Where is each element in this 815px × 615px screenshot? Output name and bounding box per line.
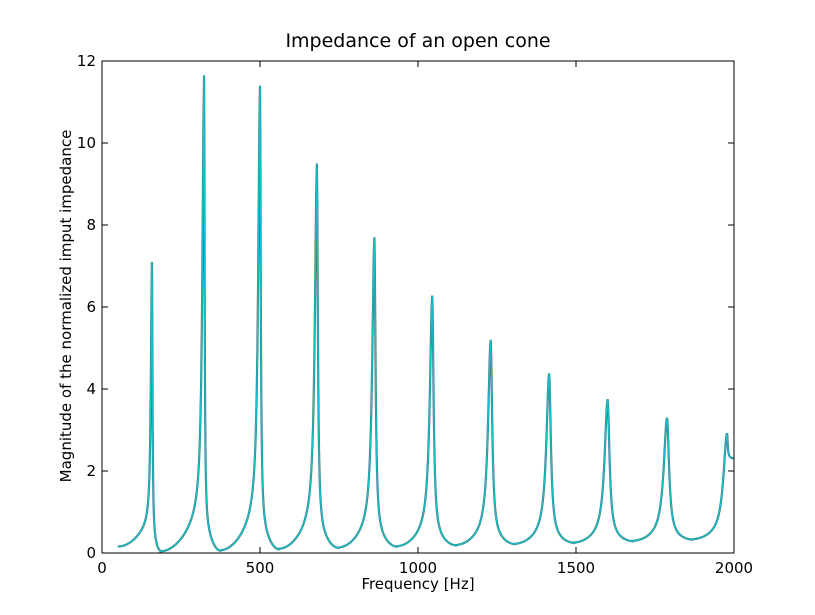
x-tick-label: 500: [246, 559, 275, 577]
x-axis-label: Frequency [Hz]: [361, 575, 474, 593]
x-tick-label: 0: [97, 559, 107, 577]
y-tick-label: 8: [86, 216, 96, 234]
y-axis-ticks: 0 2 4 6 8 10 12: [77, 52, 734, 562]
x-tick-label: 1500: [557, 559, 595, 577]
y-tick-label: 10: [77, 134, 96, 152]
y-axis-label: Magnitude of the normalized imput impeda…: [57, 130, 75, 483]
x-tick-label: 1000: [399, 559, 437, 577]
x-tick-label: 2000: [715, 559, 753, 577]
y-tick-label: 4: [86, 380, 96, 398]
plot-area: [101, 60, 735, 554]
y-tick-label: 2: [86, 462, 96, 480]
chart-title: Impedance of an open cone: [285, 30, 550, 52]
y-tick-label: 6: [86, 298, 96, 316]
series-line-2: [117, 75, 735, 553]
y-tick-label: 0: [86, 544, 96, 562]
series-line-1: [117, 75, 735, 553]
y-tick-label: 12: [77, 52, 96, 70]
x-axis-ticks: 0 500 1000 1500 2000: [97, 61, 753, 577]
